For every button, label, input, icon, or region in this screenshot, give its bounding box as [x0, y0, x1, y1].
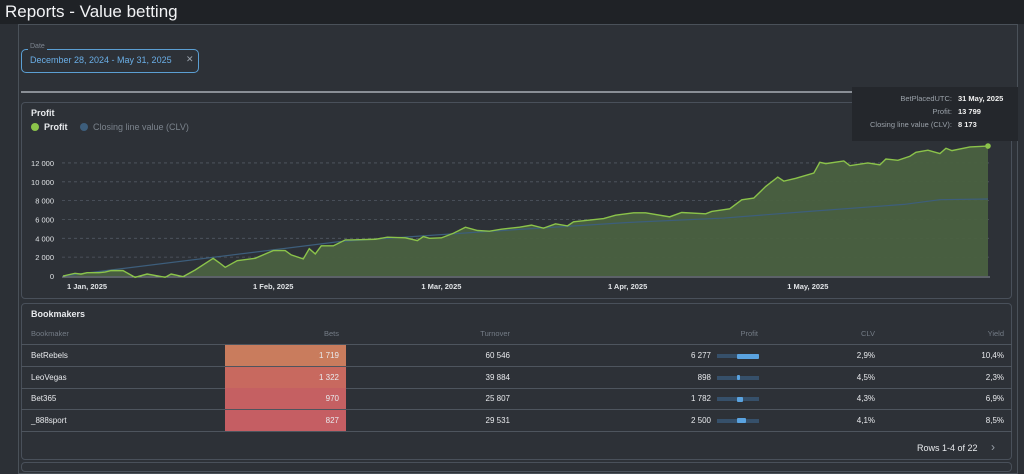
x-tick-label: 1 Feb, 2025 [253, 282, 293, 291]
clv-value: 2,9% [856, 351, 875, 360]
profit-chart[interactable]: 0 2 000 4 000 6 000 8 000 10 000 12 000 1 Jan, … [0, 0, 1024, 300]
yield-value: 6,9% [985, 394, 1004, 403]
x-tick-label: 1 Jan, 2025 [67, 282, 107, 291]
yield-value: 8,5% [985, 415, 1004, 425]
y-tick-label: 2 000 [35, 253, 54, 262]
bets-value: 1 719 [318, 351, 339, 360]
x-tick-label: 1 Apr, 2025 [608, 282, 647, 291]
profit-value: 6 277 [690, 351, 711, 360]
date-range-field[interactable] [21, 49, 199, 73]
x-tick-label: 1 Mar, 2025 [421, 282, 461, 291]
bookmaker-name: _888sport [31, 415, 67, 425]
turnover-value: 60 546 [485, 351, 510, 360]
tooltip-row: Profit: 13 799 [858, 107, 1012, 117]
y-tick-label: 12 000 [31, 159, 54, 168]
legend-item-clv[interactable]: Closing line value (CLV) [80, 122, 189, 132]
profit-bar [737, 375, 741, 380]
profit-bar [737, 353, 759, 359]
bets-heat-cell [225, 409, 346, 431]
y-tick-label: 0 [50, 272, 54, 281]
tooltip-value: 8 173 [958, 120, 977, 129]
clv-line [62, 198, 989, 277]
profit-line [62, 145, 989, 279]
profit-legend-dot-icon [31, 123, 39, 131]
tooltip-row: BetPlacedUTC: 31 May, 2025 [858, 94, 1012, 104]
y-tick-label: 8 000 [35, 197, 54, 206]
bets-value: 1 322 [318, 372, 339, 382]
column-header-turnover[interactable]: Turnover [480, 329, 510, 338]
bets-value: 970 [325, 394, 339, 403]
bets-heat-cell [225, 345, 346, 366]
clv-legend-dot-icon [80, 123, 88, 131]
row-divider [21, 430, 1012, 432]
chevron-right-icon[interactable]: › [991, 440, 995, 454]
column-header-bets[interactable]: Bets [323, 329, 339, 338]
y-tick-label: 10 000 [31, 178, 54, 187]
legend-item-profit[interactable]: Profit [31, 122, 68, 132]
profit-hover-point [985, 143, 991, 149]
y-tick-label: 4 000 [35, 234, 54, 243]
divider [21, 91, 861, 93]
bets-heat-cell [225, 366, 346, 388]
clv-value: 4,5% [856, 372, 875, 382]
yield-value: 2,3% [985, 372, 1004, 382]
clv-value: 4,3% [856, 394, 875, 403]
bookmakers-title: Bookmakers [31, 309, 86, 319]
turnover-value: 29 531 [485, 415, 510, 425]
row-divider [21, 409, 1012, 410]
tooltip-key: BetPlacedUTC: [900, 94, 952, 103]
turnover-value: 25 807 [485, 394, 510, 403]
tooltip-row: Closing line value (CLV): 8 173 [858, 120, 1012, 130]
pagination-label: Rows 1-4 of 22 [917, 443, 978, 453]
column-header-profit[interactable]: Profit [740, 329, 758, 338]
date-label: Date [28, 43, 47, 50]
tooltip-key: Profit: [932, 107, 952, 116]
row-divider [21, 366, 1012, 367]
clv-value: 4,1% [856, 415, 875, 425]
header-bar [0, 0, 1024, 24]
profit-bar [737, 418, 746, 423]
bookmakers-card [21, 303, 1012, 460]
column-header-yield[interactable]: Yield [987, 329, 1004, 338]
bookmaker-name: BetRebels [31, 351, 68, 360]
next-card [21, 462, 1012, 472]
row-divider [21, 344, 1012, 345]
legend-label: Closing line value (CLV) [93, 122, 189, 132]
date-range-value[interactable]: December 28, 2024 - May 31, 2025 [30, 55, 172, 65]
bets-value: 827 [325, 415, 339, 425]
profit-value: 2 500 [690, 415, 711, 425]
tooltip-value: 31 May, 2025 [958, 94, 1004, 103]
column-header-bookmaker[interactable]: Bookmaker [31, 329, 69, 338]
profit-value: 898 [697, 372, 711, 382]
chart-tooltip: BetPlacedUTC: 31 May, 2025 Profit: 13 799 … [852, 87, 1018, 141]
column-header-clv[interactable]: CLV [860, 329, 875, 338]
profit-area [63, 146, 988, 278]
yield-value: 10,4% [981, 351, 1004, 360]
profit-chart-card [21, 102, 1012, 299]
chart-title: Profit [31, 108, 55, 118]
legend-label: Profit [44, 122, 68, 132]
tooltip-key: Closing line value (CLV): [870, 120, 952, 129]
x-tick-label: 1 May, 2025 [787, 282, 828, 291]
row-divider [21, 387, 1012, 389]
bookmaker-name: LeoVegas [31, 372, 67, 382]
profit-bar [737, 396, 744, 402]
tooltip-value: 13 799 [958, 107, 981, 116]
page-title: Reports - Value betting [5, 2, 178, 21]
bets-heat-cell [225, 388, 346, 409]
profit-value: 1 782 [690, 394, 711, 403]
y-tick-label: 6 000 [35, 215, 54, 224]
close-icon[interactable]: ✕ [186, 54, 194, 64]
turnover-value: 39 884 [485, 372, 510, 382]
bookmaker-name: Bet365 [31, 394, 57, 403]
